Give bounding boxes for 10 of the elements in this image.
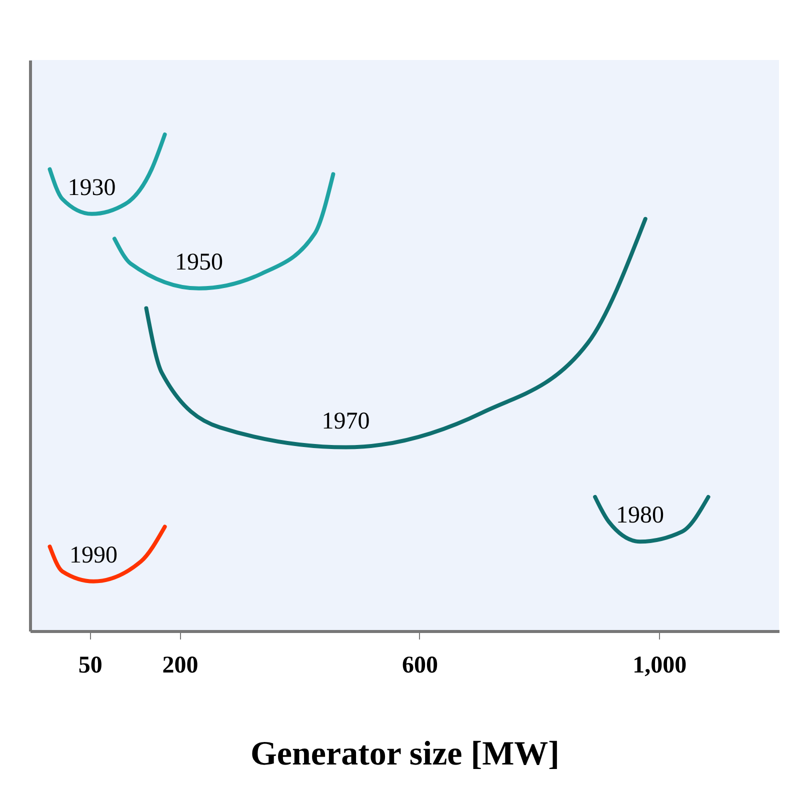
- series-label: 1950: [174, 249, 223, 276]
- series-label: 1980: [616, 502, 664, 529]
- x-tick-label: 50: [78, 652, 102, 678]
- x-axis-title: Generator size [MW]: [250, 736, 560, 772]
- series-label: 1990: [70, 542, 118, 568]
- x-tick-label: 600: [402, 652, 438, 678]
- x-tick-label: 1,000: [632, 652, 687, 678]
- series-label: 1970: [322, 408, 370, 434]
- x-tick-label: 200: [162, 652, 198, 678]
- series-label: 1930: [68, 174, 116, 201]
